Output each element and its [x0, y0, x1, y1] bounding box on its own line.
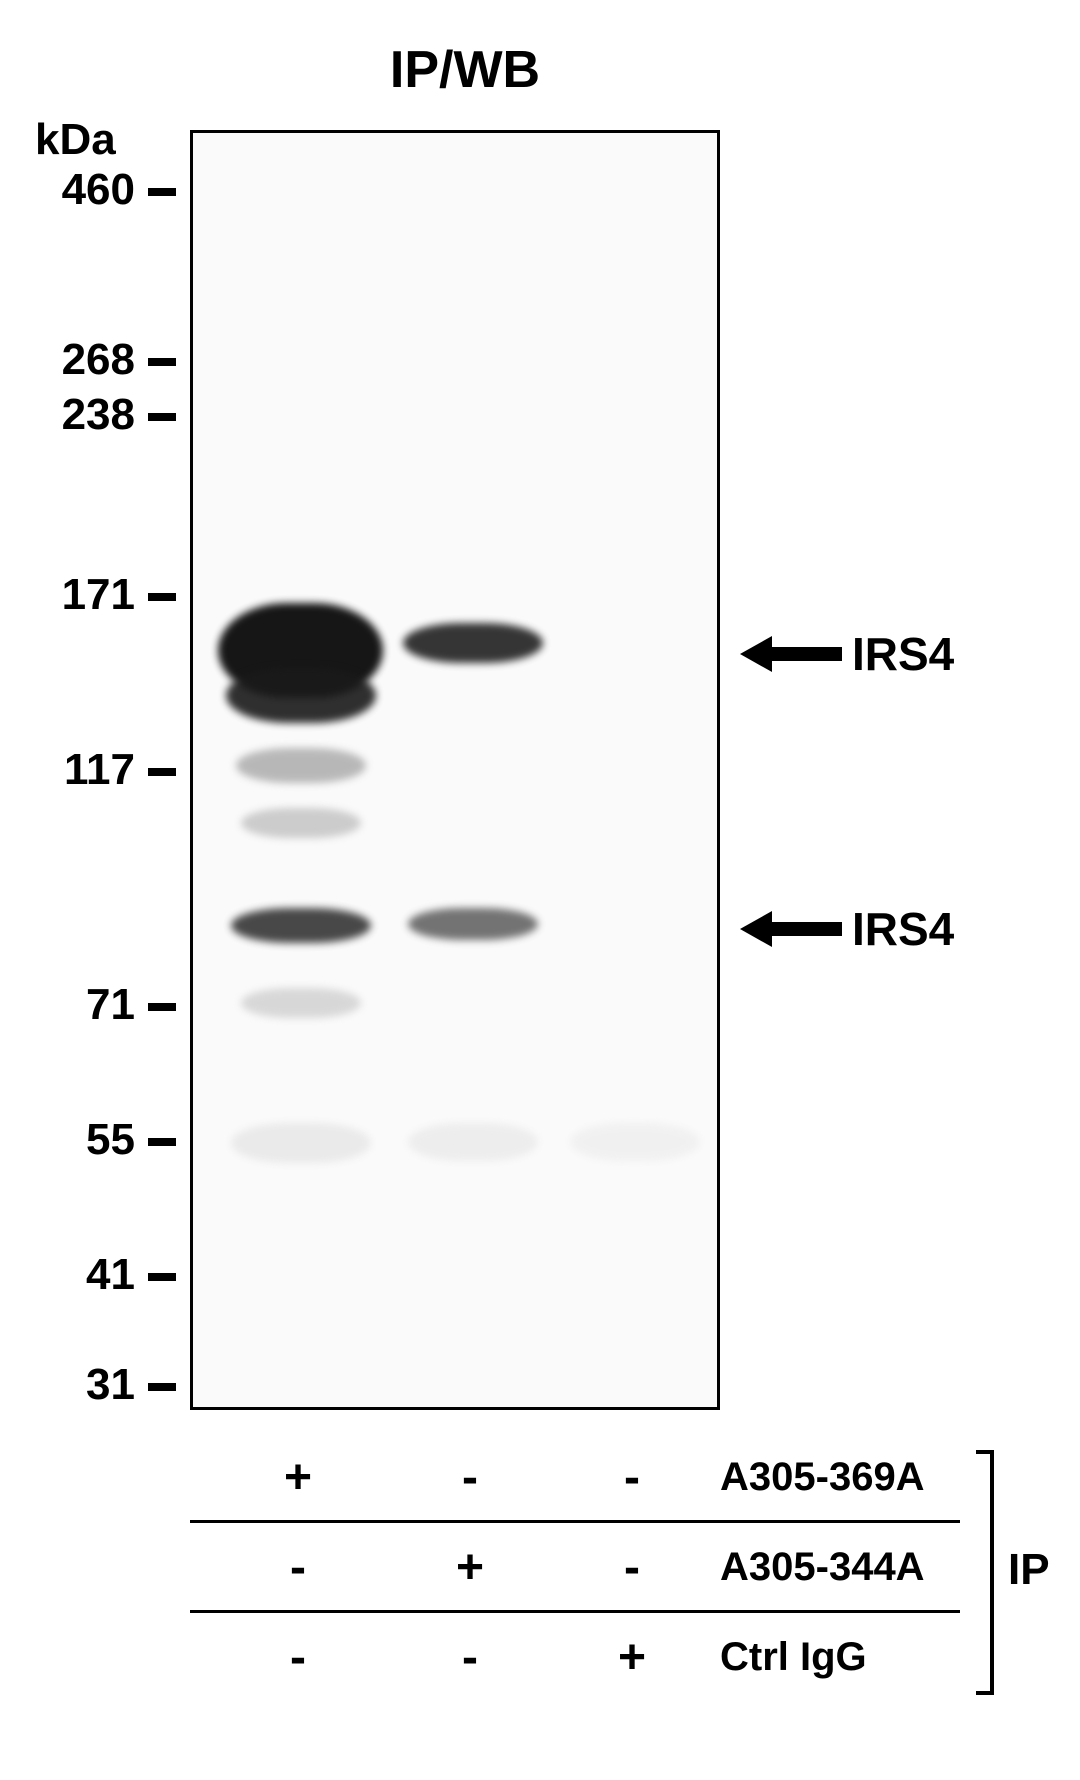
arrow-left-icon — [740, 636, 772, 672]
lane-sign: + — [440, 1540, 500, 1595]
arrow-shaft — [772, 647, 842, 661]
marker-55: 55 — [20, 1115, 135, 1165]
lane-sign: - — [440, 1630, 500, 1685]
marker-460: 460 — [20, 165, 135, 215]
marker-41: 41 — [20, 1250, 135, 1300]
hr-line — [190, 1520, 960, 1523]
tick-117 — [148, 768, 176, 776]
figure-container: IP/WB kDa 460 268 238 171 117 71 55 41 3… — [0, 0, 1080, 1780]
ip-bracket-top — [976, 1450, 994, 1454]
tick-238 — [148, 413, 176, 421]
marker-31: 31 — [20, 1360, 135, 1410]
ip-side-label: IP — [1008, 1545, 1050, 1595]
tick-31 — [148, 1383, 176, 1391]
figure-title: IP/WB — [300, 40, 630, 100]
band — [226, 668, 376, 723]
marker-238: 238 — [20, 390, 135, 440]
kda-label: kDa — [35, 115, 116, 165]
arrow-label: IRS4 — [852, 902, 954, 956]
arrow-irs4-upper: IRS4 — [740, 627, 954, 681]
lane-sign: - — [268, 1540, 328, 1595]
band — [241, 988, 361, 1018]
lane-sign: - — [602, 1450, 662, 1505]
lane-sign: - — [440, 1450, 500, 1505]
lane-sign: + — [602, 1630, 662, 1685]
tick-41 — [148, 1273, 176, 1281]
hr-line — [190, 1610, 960, 1613]
marker-268: 268 — [20, 335, 135, 385]
tick-268 — [148, 358, 176, 366]
band — [231, 1123, 371, 1163]
marker-71: 71 — [20, 980, 135, 1030]
band — [241, 808, 361, 838]
band — [570, 1123, 700, 1161]
ip-bracket — [990, 1450, 994, 1695]
tick-71 — [148, 1003, 176, 1011]
ip-row-label: A305-369A — [720, 1455, 925, 1500]
arrow-shaft — [772, 922, 842, 936]
ip-row-label: Ctrl IgG — [720, 1635, 867, 1680]
band — [236, 748, 366, 783]
band — [231, 908, 371, 943]
lane-sign: - — [602, 1540, 662, 1595]
arrow-label: IRS4 — [852, 627, 954, 681]
band — [403, 623, 543, 663]
lane-sign: - — [268, 1630, 328, 1685]
ip-bracket-bottom — [976, 1691, 994, 1695]
band — [408, 908, 538, 940]
lane-sign: + — [268, 1450, 328, 1505]
arrow-irs4-lower: IRS4 — [740, 902, 954, 956]
marker-171: 171 — [20, 570, 135, 620]
tick-55 — [148, 1138, 176, 1146]
marker-117: 117 — [20, 745, 135, 795]
tick-171 — [148, 593, 176, 601]
arrow-left-icon — [740, 911, 772, 947]
tick-460 — [148, 188, 176, 196]
band — [408, 1123, 538, 1161]
blot-frame — [190, 130, 720, 1410]
ip-row-label: A305-344A — [720, 1545, 925, 1590]
